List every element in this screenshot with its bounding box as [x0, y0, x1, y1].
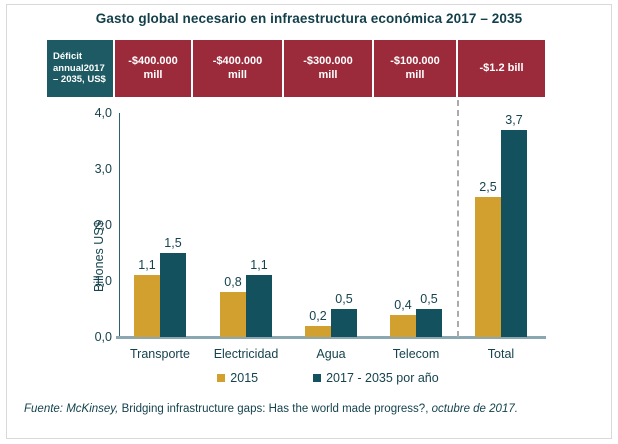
deficit-row-label: Déficit annual2017 – 2035, US$: [47, 40, 113, 97]
source-title: Bridging infrastructure gaps: Has the wo…: [118, 403, 432, 415]
legend-label-2015: 2015: [230, 371, 259, 385]
y-tick-0: 0,0: [94, 330, 112, 344]
deficit-cell-transporte: -$400.000 mill: [115, 40, 191, 97]
category-label-transporte: Transporte: [130, 347, 190, 361]
bar-2017-2035-por-an-o-electricidad: [246, 275, 272, 337]
legend-label-2017-2035: 2017 - 2035 por año: [326, 371, 439, 385]
total-separator-dashed-line: [457, 100, 459, 337]
bar-2015-electricidad: [220, 292, 246, 337]
x-axis-line: [116, 336, 546, 339]
legend-item-2017-2035: 2017 - 2035 por año: [313, 371, 439, 385]
category-label-agua: Agua: [316, 347, 346, 361]
legend-swatch-2017-2035: [313, 374, 322, 382]
source-name: Fuente: McKinsey,: [24, 403, 119, 415]
value-label-2015-total: 2,5: [479, 180, 497, 194]
y-tick-1: 1,0: [94, 274, 112, 288]
source-note: Fuente: McKinsey, Bridging infrastructur…: [24, 403, 518, 415]
category-label-total: Total: [487, 347, 515, 361]
deficit-cell-total: -$1.2 bill: [458, 40, 545, 97]
category-label-telecom: Telecom: [392, 347, 440, 361]
deficit-cell-agua: -$300.000 mill: [284, 40, 372, 97]
bar-2015-transporte: [134, 275, 160, 337]
y-axis-line: [119, 113, 120, 337]
y-tick-4: 4,0: [94, 106, 112, 120]
chart-title: Gasto global necesario en infraestructur…: [95, 11, 523, 26]
deficit-cell-electricidad: -$400.000 mill: [193, 40, 282, 97]
bar-2017-2035-por-an-o-transporte: [160, 253, 186, 337]
bar-2015-telecom: [390, 315, 416, 337]
bar-2015-agua: [305, 326, 331, 337]
deficit-header-row: Déficit annual2017 – 2035, US$ -$400.000…: [47, 40, 547, 97]
source-date: octubre de 2017.: [431, 403, 518, 415]
category-label-electricidad: Electricidad: [213, 347, 279, 361]
value-label-2015-transporte: 1,1: [138, 258, 156, 272]
value-label-2015-electricidad: 0,8: [224, 275, 242, 289]
bar-2017-2035-por-an-o-total: [501, 130, 527, 337]
bar-2017-2035-por-an-o-telecom: [416, 309, 442, 337]
value-label-2017-2035-por-an-o-agua: 0,5: [335, 292, 353, 306]
chart-legend: 2015 2017 - 2035 por año: [118, 371, 538, 385]
legend-swatch-2015: [217, 374, 226, 382]
value-label-2017-2035-por-an-o-total: 3,7: [505, 113, 523, 127]
value-label-2017-2035-por-an-o-transporte: 1,5: [164, 236, 182, 250]
value-label-2015-agua: 0,2: [309, 309, 327, 323]
value-label-2017-2035-por-an-o-telecom: 0,5: [420, 292, 438, 306]
figure-border: [6, 4, 612, 439]
bar-2015-total: [475, 197, 501, 337]
value-label-2015-telecom: 0,4: [394, 298, 412, 312]
value-label-2017-2035-por-an-o-electricidad: 1,1: [250, 258, 268, 272]
y-tick-3: 3,0: [94, 162, 112, 176]
bar-2017-2035-por-an-o-agua: [331, 309, 357, 337]
y-tick-2: 2,0: [94, 218, 112, 232]
legend-item-2015: 2015: [217, 371, 258, 385]
deficit-cell-telecom: -$100.000 mill: [374, 40, 456, 97]
